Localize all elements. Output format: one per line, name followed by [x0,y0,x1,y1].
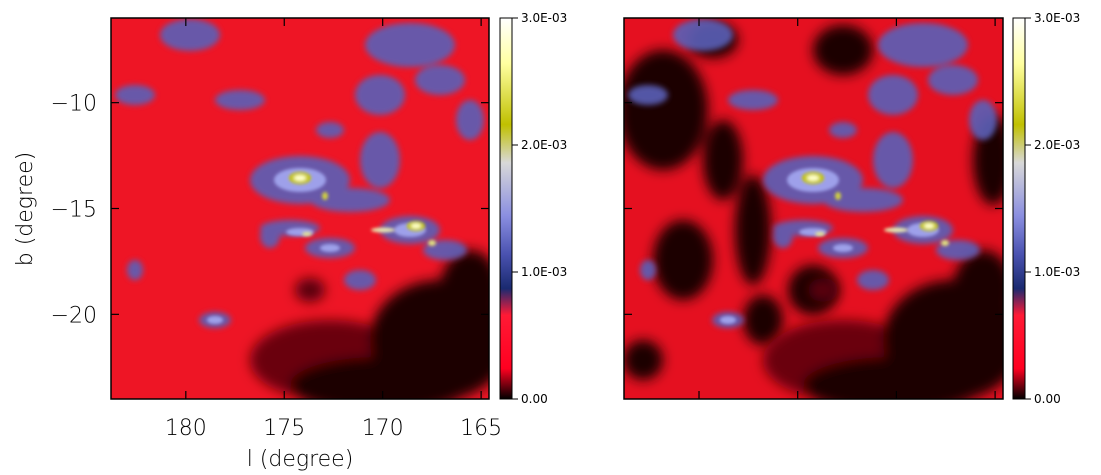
colorbar-tick-label: 3.0E-03 [1034,11,1080,25]
colorbar-tick-label: 1.0E-03 [521,265,567,279]
x-axis-title: l (degree) [247,447,354,472]
right-axis-ticks [624,18,1003,399]
x-tick-label: 165 [460,416,502,441]
colorbar-tick-label: 3.0E-03 [521,11,567,25]
left-colorbar-ticks: 0.00 1.0E-03 2.0E-03 3.0E-03 [512,11,567,406]
x-tick-label: 175 [263,416,305,441]
left-axis-ticks [111,18,489,399]
right-colorbar-ticks: 0.00 1.0E-03 2.0E-03 3.0E-03 [1025,11,1080,406]
x-tick-label: 170 [362,416,404,441]
colorbar-tick-label: 1.0E-03 [1034,265,1080,279]
colorbar-tick-label: 0.00 [521,392,548,406]
left-colorbar-gradient [499,17,513,400]
right-colorbar-gradient [1012,17,1026,400]
y-tick-label: −10 [51,92,97,117]
y-tick-label: −15 [51,198,97,223]
colorbar-tick-label: 2.0E-03 [521,138,567,152]
y-tick-label: −20 [51,303,97,328]
left-map-panel: 180 175 170 165 −10 −15 −20 l (degree) b (deg… [13,17,502,472]
left-colorbar: 0.00 1.0E-03 2.0E-03 3.0E-03 [499,11,567,406]
left-x-tick-labels: 180 175 170 165 [165,416,502,441]
colorbar-tick-label: 2.0E-03 [1034,138,1080,152]
left-y-tick-labels: −10 −15 −20 [51,92,97,329]
x-tick-label: 180 [165,416,207,441]
right-map-panel [623,17,1004,400]
colorbar-tick-label: 0.00 [1034,392,1061,406]
right-colorbar: 0.00 1.0E-03 2.0E-03 3.0E-03 [1012,11,1080,406]
y-axis-title: b (degree) [13,152,38,266]
right-dark-regions [624,22,1003,380]
